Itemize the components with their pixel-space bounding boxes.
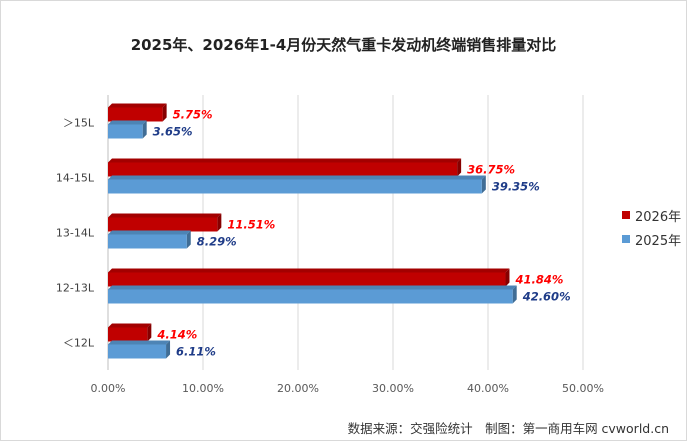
x-tick-label: 20.00% — [277, 382, 319, 395]
chart-title: 2025年、2026年1-4月份天然气重卡发动机终端销售排量对比 — [130, 36, 557, 54]
bar-top-face — [108, 285, 517, 290]
bar-top-face — [108, 120, 147, 125]
bar-2026 — [108, 162, 458, 177]
data-label: 11.51% — [227, 218, 275, 232]
legend-label-2025: 2025年 — [635, 233, 682, 249]
bar-2025 — [108, 234, 187, 249]
bar-top-face — [108, 175, 486, 180]
bar-side-face — [457, 158, 462, 177]
data-label: 41.84% — [514, 273, 563, 287]
x-tick-label: 0.00% — [91, 382, 126, 395]
bar-side-face — [142, 120, 147, 139]
bar-side-face — [166, 340, 171, 359]
x-tick-label: 30.00% — [372, 382, 414, 395]
legend-label-2026: 2026年 — [635, 209, 682, 225]
data-label: 5.75% — [173, 108, 213, 122]
legend-item-2025: 2025年 — [622, 227, 681, 251]
bar-side-face — [147, 323, 152, 342]
bar-2025 — [108, 179, 482, 194]
legend: 2026年 2025年 — [622, 203, 681, 251]
bar-side-face — [512, 285, 517, 304]
category-label: 13-14L — [56, 227, 95, 240]
bar-2026 — [108, 272, 506, 287]
source-note: 数据来源：交强险统计 制图：第一商用车网 cvworld.cn — [347, 421, 669, 436]
bar-side-face — [186, 230, 191, 249]
bar-2025 — [108, 124, 143, 139]
bar-top-face — [108, 323, 152, 328]
bar-top-face — [108, 213, 222, 218]
category-label: ＜12L — [63, 337, 95, 350]
category-label: ＞15L — [63, 117, 95, 130]
bar-2025 — [108, 289, 513, 304]
bar-side-face — [505, 268, 510, 287]
data-label: 42.60% — [522, 290, 571, 304]
data-label: 36.75% — [467, 163, 515, 177]
category-label: 12-13L — [56, 282, 95, 295]
bar-side-face — [162, 103, 167, 122]
data-label: 4.14% — [156, 328, 197, 342]
data-label: 39.35% — [492, 180, 540, 194]
x-tick-label: 40.00% — [467, 382, 509, 395]
data-label: 3.65% — [153, 125, 193, 139]
bar-2026 — [108, 327, 148, 342]
bar-top-face — [108, 340, 171, 345]
category-label: 14-15L — [56, 172, 95, 185]
data-label: 6.11% — [176, 345, 216, 359]
bar-2026 — [108, 217, 218, 232]
bar-top-face — [108, 230, 191, 235]
bar-2025 — [108, 344, 167, 359]
legend-swatch-2026 — [622, 211, 630, 219]
bar-side-face — [481, 175, 486, 194]
x-tick-label: 10.00% — [182, 382, 224, 395]
bar-top-face — [108, 103, 167, 108]
bar-top-face — [108, 158, 462, 163]
legend-swatch-2025 — [622, 235, 630, 243]
legend-item-2026: 2026年 — [622, 203, 681, 227]
bar-2026 — [108, 107, 163, 122]
data-label: 8.29% — [197, 235, 237, 249]
x-tick-label: 50.00% — [562, 382, 604, 395]
bar-side-face — [217, 213, 222, 232]
bar-top-face — [108, 268, 510, 273]
